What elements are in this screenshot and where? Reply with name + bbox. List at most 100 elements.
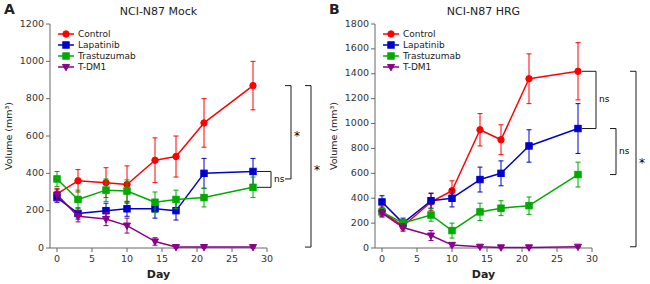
point — [449, 195, 455, 201]
error-bar — [429, 193, 434, 208]
error-bar — [429, 209, 434, 221]
y-tick-label: 1600 — [345, 42, 369, 53]
point — [173, 153, 179, 159]
error-bar — [55, 171, 60, 186]
legend-marker — [62, 64, 69, 70]
annotation: * — [294, 129, 300, 143]
legend-label: Lapatinib — [78, 40, 120, 50]
annotation: ns — [274, 174, 285, 184]
y-tick — [371, 223, 375, 224]
point — [498, 170, 504, 176]
point — [526, 202, 532, 208]
y-tick-label: 0 — [363, 242, 369, 253]
panel-label: B — [329, 1, 340, 17]
series-line — [57, 171, 253, 213]
y-tick — [46, 61, 50, 62]
error-bar — [174, 190, 179, 209]
title: NCI-N87 Mock — [120, 5, 198, 18]
y-tick — [371, 73, 375, 74]
y-tick-label: 600 — [351, 167, 369, 178]
error-bar — [478, 167, 483, 192]
error-bar — [450, 190, 455, 207]
legend-marker — [387, 64, 394, 70]
error-bar — [429, 193, 434, 210]
y-tick-label: 1200 — [345, 92, 369, 103]
error-bar — [527, 130, 532, 162]
point — [399, 225, 406, 231]
series-line — [57, 195, 253, 247]
y-axis-title: Volume (mm³) — [3, 102, 14, 170]
series — [53, 189, 256, 251]
annotation: * — [639, 156, 645, 170]
point — [525, 245, 532, 251]
series — [54, 61, 256, 203]
error-bar — [527, 54, 532, 104]
error-bar — [153, 138, 158, 183]
plot-area — [53, 61, 256, 251]
y-tick-label: 400 — [26, 167, 44, 178]
x-tick — [232, 248, 233, 252]
y-tick-label: 1000 — [20, 55, 44, 66]
point — [477, 176, 483, 182]
point — [123, 223, 130, 229]
series — [379, 104, 581, 228]
point — [201, 120, 207, 126]
error-bar — [450, 223, 455, 238]
x-tick-label: 0 — [54, 253, 60, 264]
point — [526, 143, 532, 149]
x-tick-label: 10 — [446, 253, 458, 264]
y-axis-line — [375, 24, 376, 248]
series-line — [382, 71, 578, 226]
error-bar — [125, 166, 130, 203]
series — [54, 158, 256, 220]
y-tick — [46, 210, 50, 211]
point — [75, 178, 81, 184]
x-tick-label: 20 — [191, 253, 203, 264]
point — [124, 188, 130, 194]
annotation: * — [314, 163, 320, 177]
legend: ControlLapatinibTrastuzumabT-DM1 — [58, 29, 136, 72]
y-tick — [46, 24, 50, 25]
point — [250, 82, 256, 88]
x-tick — [557, 248, 558, 252]
error-bar — [153, 192, 158, 213]
point — [250, 168, 256, 174]
point — [152, 157, 158, 163]
error-bar — [380, 196, 385, 208]
x-tick — [417, 248, 418, 252]
point — [477, 127, 483, 133]
annotation: ns — [619, 146, 630, 156]
x-tick — [57, 248, 58, 252]
legend-label: T-DM1 — [402, 62, 431, 72]
point — [250, 184, 256, 190]
series-line — [57, 86, 253, 194]
y-tick-label: 1000 — [345, 117, 369, 128]
point — [498, 205, 504, 211]
legend-label: Lapatinib — [403, 40, 445, 50]
point — [173, 196, 179, 202]
error-bar — [499, 161, 504, 186]
series-line — [382, 129, 578, 224]
panel-label: A — [4, 1, 15, 17]
bracket — [582, 71, 596, 128]
bracket — [630, 71, 636, 246]
legend-label: Control — [78, 29, 111, 39]
x-tick — [522, 248, 523, 252]
point — [379, 199, 385, 205]
error-bar — [125, 201, 130, 216]
series — [379, 162, 581, 238]
y-tick-label: 1200 — [20, 18, 44, 29]
error-bar — [527, 197, 532, 214]
x-tick-label: 15 — [156, 253, 168, 264]
series — [379, 43, 581, 230]
point — [575, 125, 581, 131]
error-bar — [499, 201, 504, 216]
point — [477, 209, 483, 215]
point — [172, 245, 179, 251]
x-tick — [92, 248, 93, 252]
y-tick — [371, 98, 375, 99]
y-tick-label: 600 — [26, 130, 44, 141]
chart-root: ANCI-N87 Mock020040060080010001200051015… — [0, 0, 650, 284]
y-tick — [371, 123, 375, 124]
error-bar — [76, 170, 81, 192]
